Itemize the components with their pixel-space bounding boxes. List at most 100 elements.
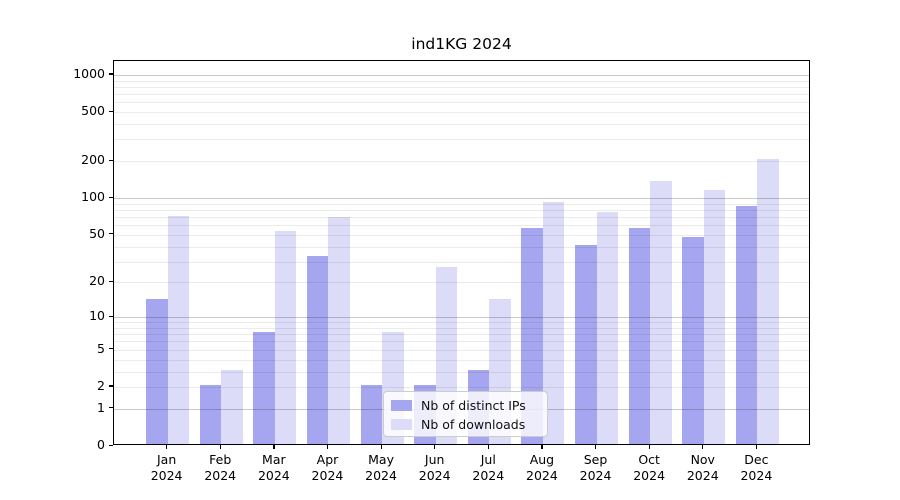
bar-downloads-mar — [274, 230, 297, 444]
bar-distinct-ips-jan — [146, 298, 168, 444]
x-tick-year: 2024 — [150, 467, 183, 483]
x-tick-year: 2024 — [633, 467, 666, 483]
bar-distinct-ips-apr — [306, 256, 329, 444]
x-tick-label: Sep 2024 — [564, 452, 628, 483]
legend-swatch-distinct-ips-icon — [391, 400, 412, 411]
x-tick — [166, 445, 168, 449]
bar-distinct-ips-aug — [521, 227, 543, 444]
x-tick-label: Oct 2024 — [617, 452, 681, 483]
bar-distinct-ips-oct — [628, 227, 651, 444]
x-tick — [595, 445, 597, 449]
y-tick-label: 50 — [89, 225, 105, 241]
x-tick-label: May 2024 — [349, 452, 413, 483]
y-tick-label: 200 — [81, 152, 105, 168]
x-tick-label: Dec 2024 — [724, 452, 788, 483]
y-tick-label: 10 — [89, 308, 105, 324]
x-tick-label: Apr 2024 — [295, 452, 359, 483]
x-tick — [487, 445, 489, 449]
x-tick-month: Sep — [583, 452, 608, 467]
x-tick — [648, 445, 650, 449]
y-tick-label: 100 — [81, 189, 105, 205]
x-tick-month: Jun — [424, 452, 445, 467]
gridline-minor — [114, 102, 809, 104]
gridline-minor — [114, 112, 809, 114]
bar-distinct-ips-nov — [682, 237, 704, 444]
legend-label-distinct-ips: Nb of distinct IPs — [421, 398, 526, 413]
bar-downloads-apr — [328, 216, 350, 444]
x-tick-year: 2024 — [526, 467, 558, 483]
bar-distinct-ips-feb — [199, 385, 222, 444]
x-tick — [541, 445, 543, 449]
y-tick — [109, 110, 113, 112]
x-tick-year: 2024 — [365, 467, 397, 483]
x-tick-year: 2024 — [579, 467, 612, 483]
bar-downloads-nov — [703, 189, 726, 444]
y-tick-label: 1000 — [73, 65, 105, 81]
x-tick-label: Aug 2024 — [510, 452, 574, 483]
y-tick-label: 500 — [81, 103, 105, 119]
legend-item: Nb of distinct IPs — [391, 396, 540, 415]
y-tick — [109, 315, 113, 317]
x-tick — [219, 445, 221, 449]
y-tick-label: 1 — [97, 399, 105, 415]
y-tick-label: 5 — [97, 340, 105, 356]
x-tick-label: Jan 2024 — [135, 452, 199, 483]
bar-downloads-oct — [650, 180, 672, 444]
x-tick-label: Feb 2024 — [188, 452, 252, 483]
x-tick-month: May — [368, 452, 394, 467]
y-tick-label: 0 — [97, 437, 105, 452]
bar-distinct-ips-mar — [253, 332, 275, 444]
y-tick — [109, 159, 113, 161]
legend-item: Nb of downloads — [391, 415, 540, 434]
gridline-minor — [114, 124, 809, 125]
bar-downloads-sep — [596, 212, 619, 444]
y-tick — [109, 233, 113, 235]
x-tick-month: Jan — [156, 452, 177, 467]
x-tick — [380, 445, 382, 449]
y-tick — [109, 196, 113, 198]
y-tick — [109, 385, 113, 387]
y-tick-label: 2 — [97, 377, 105, 393]
x-tick-label: Mar 2024 — [242, 452, 306, 483]
legend-swatch-downloads-icon — [391, 419, 412, 430]
x-tick-label: Jul 2024 — [456, 452, 520, 483]
y-tick — [109, 348, 113, 350]
x-tick-year: 2024 — [418, 467, 451, 483]
x-tick-year: 2024 — [472, 467, 505, 483]
x-tick-month: Apr — [316, 452, 339, 467]
x-tick — [273, 445, 275, 449]
x-tick-month: Dec — [744, 452, 769, 467]
gridline-minor — [114, 139, 809, 141]
x-tick-label: Nov 2024 — [671, 452, 735, 483]
y-tick-label: 20 — [89, 273, 105, 289]
x-tick-label: Jun 2024 — [403, 452, 467, 483]
y-tick — [109, 280, 113, 283]
bar-distinct-ips-may — [360, 385, 383, 444]
y-tick — [109, 407, 113, 409]
bar-distinct-ips-sep — [575, 244, 597, 444]
x-tick-month: Oct — [638, 452, 660, 467]
plot-area — [113, 60, 810, 445]
bar-downloads-jan — [167, 215, 190, 444]
x-tick-year: 2024 — [686, 467, 719, 483]
gridline-minor — [114, 80, 809, 82]
bar-distinct-ips-dec — [735, 206, 758, 444]
x-tick-month: Jul — [480, 452, 496, 467]
x-tick-year: 2024 — [311, 467, 344, 483]
x-tick-month: Mar — [262, 452, 286, 467]
x-tick-year: 2024 — [257, 467, 290, 483]
gridline-major — [114, 74, 809, 76]
gridline-minor — [114, 161, 809, 163]
x-tick-year: 2024 — [204, 467, 237, 483]
x-tick-month: Feb — [209, 452, 232, 467]
x-tick — [434, 445, 436, 449]
bar-downloads-feb — [221, 369, 243, 444]
x-tick — [702, 445, 704, 449]
chart-title: ind1KG 2024 — [411, 35, 512, 53]
x-tick-year: 2024 — [740, 467, 773, 483]
x-tick — [755, 445, 758, 449]
legend: Nb of distinct IPs Nb of downloads — [383, 391, 548, 437]
bar-downloads-dec — [757, 159, 779, 444]
legend-label-downloads: Nb of downloads — [421, 417, 526, 432]
